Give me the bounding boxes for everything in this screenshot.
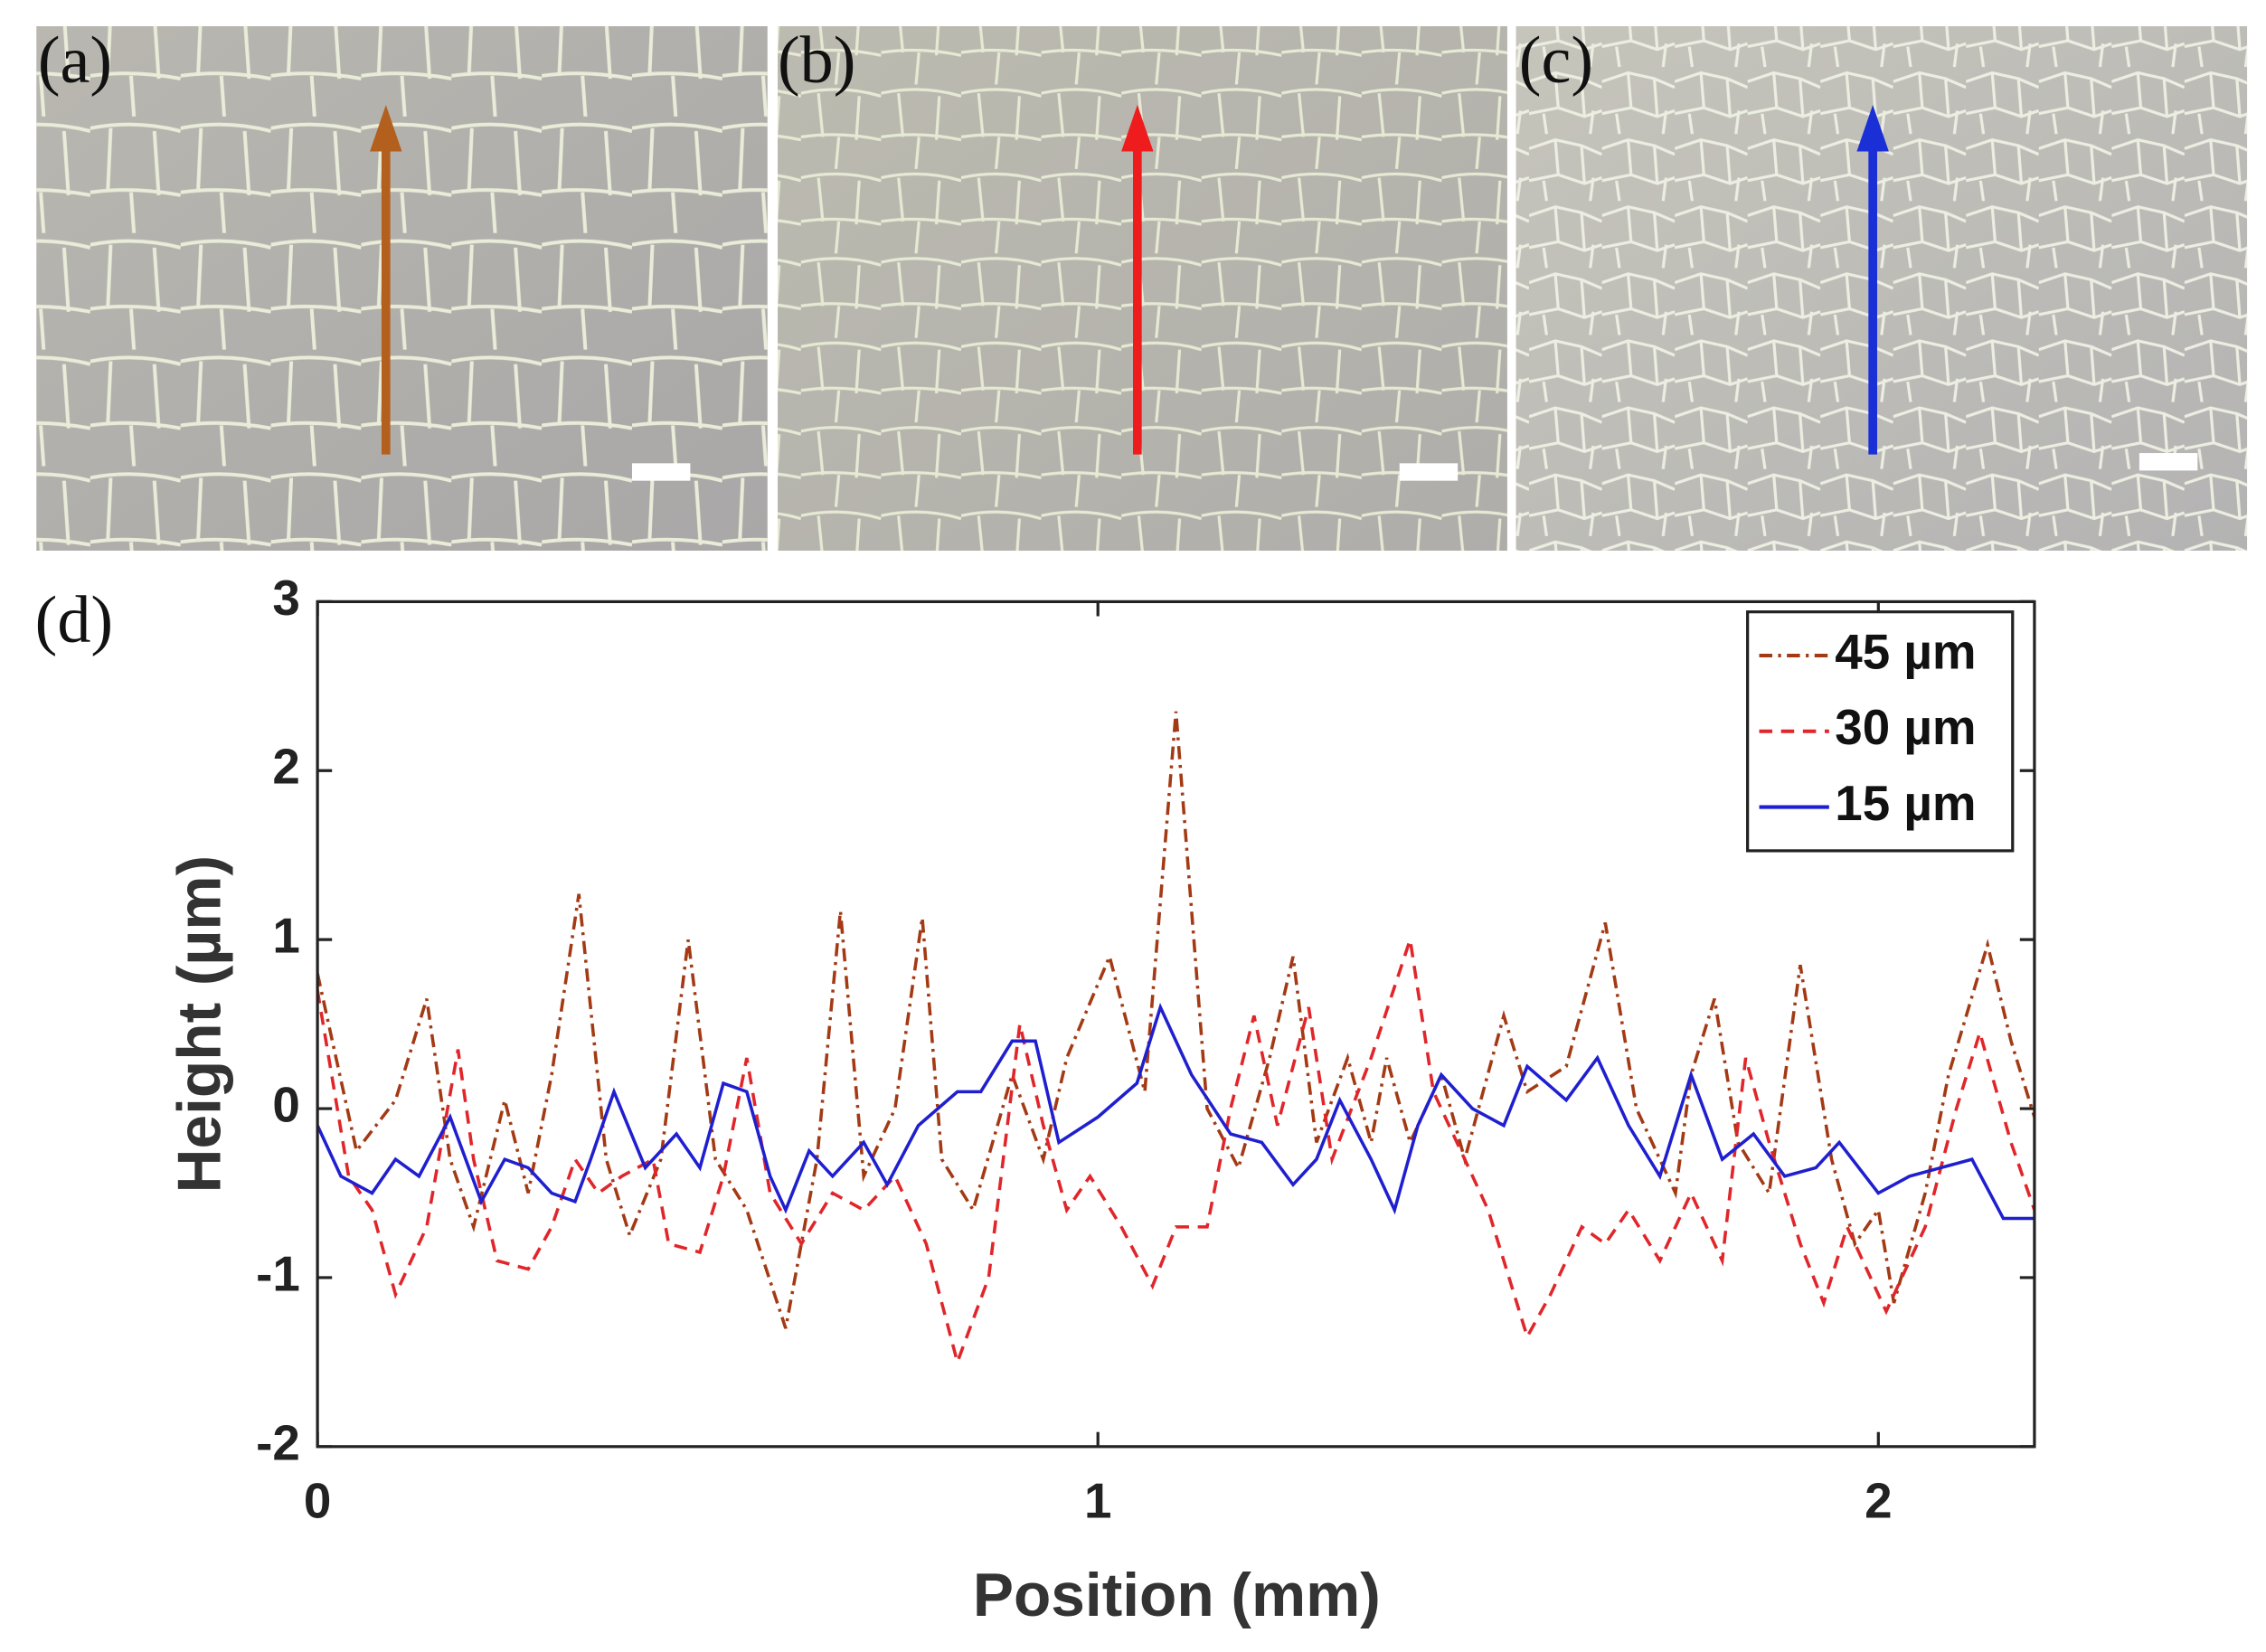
panel-label: (c) xyxy=(1519,24,1593,98)
panel-label: (b) xyxy=(778,24,855,98)
legend-label: 45 µm xyxy=(1835,623,1976,679)
panel-label: (a) xyxy=(38,24,112,98)
x-tick-label: 0 xyxy=(304,1473,331,1529)
x-axis-label: Position (mm) xyxy=(973,1562,1381,1629)
data-line xyxy=(317,711,2035,1329)
panel-label: (d) xyxy=(35,583,113,657)
y-tick-label: 1 xyxy=(272,908,299,964)
y-tick-label: 2 xyxy=(272,739,299,795)
data-line xyxy=(317,939,2035,1368)
legend-label: 15 µm xyxy=(1835,775,1976,831)
x-tick-label: 1 xyxy=(1084,1473,1111,1529)
y-tick-label: -1 xyxy=(256,1245,300,1301)
y-tick-label: 3 xyxy=(272,570,299,626)
y-tick-label: -2 xyxy=(256,1414,300,1470)
plot-frame xyxy=(316,599,2036,1449)
micrograph-b xyxy=(778,26,1507,551)
data-line xyxy=(317,1002,2035,1221)
x-tick-label: 2 xyxy=(1865,1473,1892,1529)
y-tick-label: 0 xyxy=(272,1077,299,1133)
micrograph-a xyxy=(36,26,768,551)
micrograph-c xyxy=(1515,26,2248,551)
y-axis-label: Height (µm) xyxy=(165,855,233,1193)
legend-label: 30 µm xyxy=(1835,699,1976,755)
